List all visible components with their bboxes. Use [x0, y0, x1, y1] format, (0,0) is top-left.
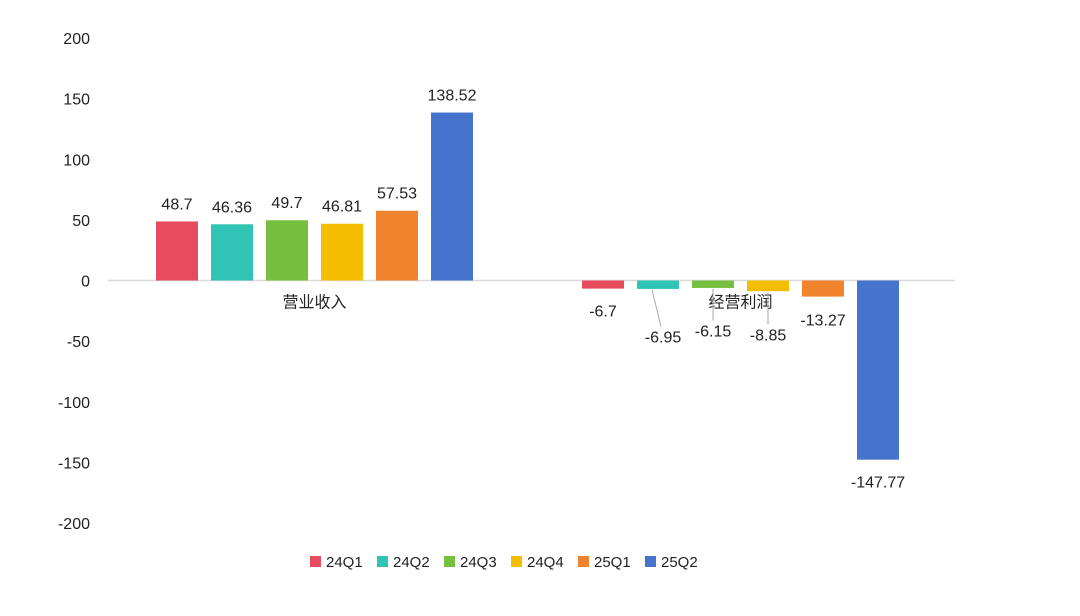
legend-label: 24Q4 [527, 554, 564, 571]
bar-24Q1 [582, 280, 624, 289]
bar-24Q2 [211, 224, 253, 281]
y-tick-label: 200 [63, 31, 90, 48]
y-tick-label: -150 [58, 455, 90, 472]
category-label: 营业收入 [282, 294, 346, 312]
data-label: -6.15 [695, 324, 732, 341]
leader-line [651, 289, 662, 327]
data-label: -147.77 [851, 475, 905, 492]
legend-swatch-25Q2 [645, 556, 656, 567]
legend-swatch-24Q2 [377, 556, 388, 567]
data-label: 49.7 [271, 195, 302, 212]
bar-24Q4 [747, 280, 789, 292]
legend-label: 25Q2 [661, 554, 698, 571]
y-tick-label: -200 [58, 516, 90, 533]
data-label: 57.53 [377, 186, 417, 203]
legend-swatch-25Q1 [578, 556, 589, 567]
legend-swatch-24Q1 [310, 556, 321, 567]
y-tick-label: -100 [58, 395, 90, 412]
legend-swatch-24Q4 [511, 556, 522, 567]
bar-24Q3 [692, 280, 734, 288]
bar-24Q1 [156, 221, 198, 281]
data-label: -13.27 [800, 313, 845, 330]
bar-25Q2 [857, 280, 899, 460]
data-label: 46.36 [212, 199, 252, 216]
legend-label: 24Q2 [393, 554, 430, 571]
data-label: 138.52 [428, 88, 477, 105]
data-label: -6.95 [645, 330, 682, 347]
y-tick-label: 100 [63, 152, 90, 169]
bar-25Q1 [376, 210, 418, 281]
data-label: -6.7 [589, 304, 617, 321]
data-label: -8.85 [750, 328, 787, 345]
y-tick-label: -50 [67, 334, 90, 351]
bar-24Q4 [321, 223, 363, 281]
legend-label: 25Q1 [594, 554, 631, 571]
y-tick-label: 150 [63, 92, 90, 109]
bar-24Q3 [266, 220, 308, 281]
legend-label: 24Q1 [326, 554, 363, 571]
bar-24Q2 [637, 280, 679, 289]
data-label: 46.81 [322, 199, 362, 216]
y-tick-label: 50 [72, 213, 90, 230]
category-label: 经营利润 [708, 294, 772, 312]
legend-swatch-24Q3 [444, 556, 455, 567]
legend-label: 24Q3 [460, 554, 497, 571]
bar-25Q2 [431, 112, 473, 281]
data-label: 48.7 [161, 196, 192, 213]
bar-25Q1 [802, 280, 844, 297]
y-tick-label: 0 [81, 274, 90, 291]
